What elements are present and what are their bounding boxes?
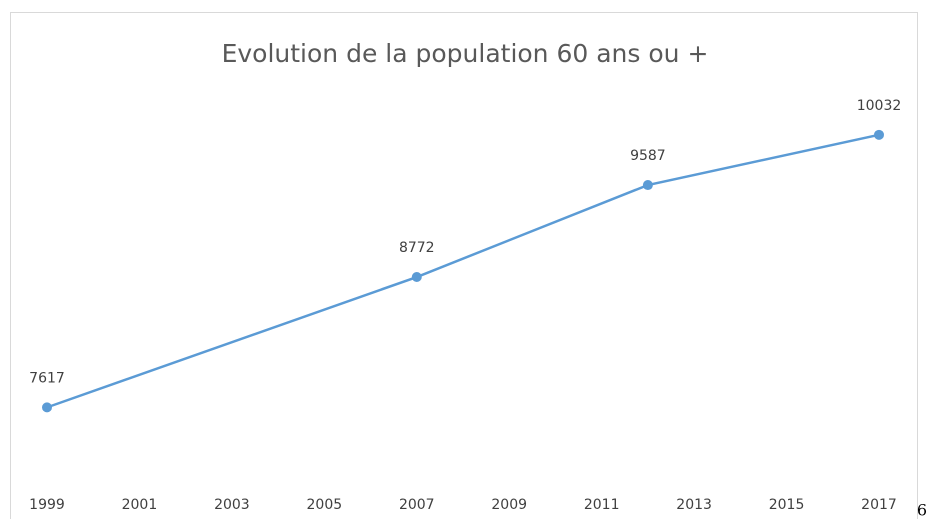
point [411,272,422,283]
data-label: 10032 [857,98,902,114]
point [642,180,653,191]
x-tick-label: 2001 [122,497,158,513]
x-tick-label: 2011 [584,497,620,513]
line [46,133,880,409]
point [874,129,884,140]
x-tick-label: 2017 [861,497,897,513]
x-tick-label: 1999 [29,497,65,513]
data-label: 8772 [399,240,435,256]
data-label: 9587 [630,148,666,164]
point [42,402,52,413]
chart-title: Evolution de la population 60 ans ou + [222,39,709,68]
chart-frame [10,12,918,519]
x-tick-label: 2009 [491,497,527,513]
x-tick-label: 2015 [769,497,805,513]
page-number: 6 [917,501,927,519]
x-tick-label: 2007 [399,497,435,513]
x-tick-label: 2013 [676,497,712,513]
data-label: 7617 [29,370,65,386]
x-tick-label: 2005 [307,497,343,513]
x-tick-label: 2003 [214,497,250,513]
